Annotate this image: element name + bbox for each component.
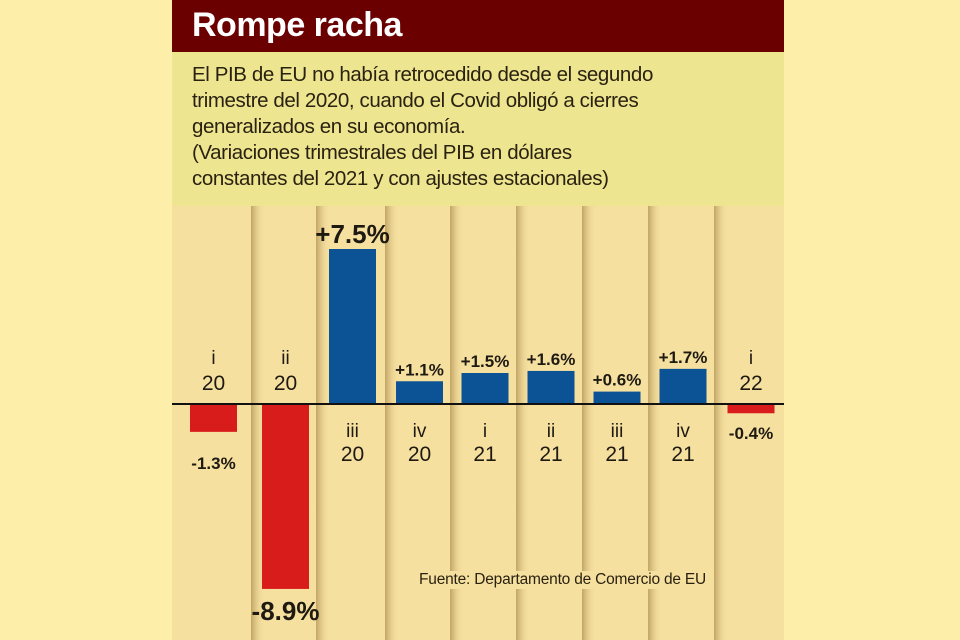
- chart-title: Rompe racha: [192, 6, 402, 44]
- bar-chart: -1.3%i20-8.9%ii20+7.5%iii20+1.1%iv20+1.5…: [172, 206, 784, 640]
- subtitle-box: El PIB de EU no había retrocedido desde …: [172, 52, 784, 206]
- bar-ii-21: [527, 370, 575, 404]
- year-label: 21: [539, 443, 562, 466]
- year-label: 21: [671, 443, 694, 466]
- chart-subtitle: El PIB de EU no había retrocedido desde …: [192, 62, 772, 192]
- column-divider: [316, 206, 330, 640]
- value-label: +1.1%: [395, 360, 444, 379]
- bar-iii-21: [593, 391, 641, 404]
- quarter-label: iv: [676, 421, 690, 442]
- value-label: +0.6%: [593, 371, 642, 390]
- column-divider: [648, 206, 662, 640]
- value-label: -0.4%: [729, 424, 773, 443]
- year-label: 20: [274, 372, 297, 395]
- year-label: 20: [341, 443, 364, 466]
- subtitle-line: El PIB de EU no había retrocedido desde …: [192, 63, 653, 86]
- column-divider: [582, 206, 596, 640]
- value-label: +1.6%: [527, 350, 576, 369]
- quarter-label: i: [749, 348, 753, 369]
- subtitle-line: constantes del 2021 y con ajustes estaci…: [192, 167, 609, 190]
- quarter-label: ii: [547, 421, 555, 442]
- subtitle-line: generalizados en su economía.: [192, 115, 466, 138]
- value-label: +7.5%: [315, 219, 389, 249]
- bar-iv-21: [659, 368, 707, 404]
- value-label: -1.3%: [191, 454, 235, 473]
- year-label: 20: [202, 372, 225, 395]
- bar-ii-20: [262, 405, 309, 589]
- quarter-label: i: [483, 421, 487, 442]
- quarter-label: i: [211, 348, 215, 369]
- bar-i-21: [461, 373, 509, 404]
- bar-iii-20: [329, 249, 376, 404]
- column-divider: [450, 206, 464, 640]
- quarter-label: ii: [281, 348, 289, 369]
- quarter-label: iii: [611, 421, 624, 442]
- column-divider: [251, 206, 265, 640]
- year-label: 20: [408, 443, 431, 466]
- quarter-label: iii: [346, 421, 359, 442]
- source-note: Fuente: Departamento de Comercio de EU: [415, 571, 711, 589]
- subtitle-line: (Variaciones trimestrales del PIB en dól…: [192, 141, 572, 164]
- column-divider: [516, 206, 530, 640]
- value-label: -8.9%: [252, 596, 320, 626]
- year-label: 21: [605, 443, 628, 466]
- column-divider: [385, 206, 399, 640]
- subtitle-line: trimestre del 2020, cuando el Covid obli…: [192, 89, 639, 112]
- year-label: 22: [739, 372, 762, 395]
- year-label: 21: [473, 443, 496, 466]
- title-bar: Rompe racha: [172, 0, 784, 52]
- bar-iv-20: [396, 381, 443, 404]
- quarter-label: iv: [413, 421, 427, 442]
- column-divider: [714, 206, 728, 640]
- bar-i-22: [727, 405, 775, 414]
- bar-i-20: [190, 405, 237, 432]
- value-label: +1.5%: [461, 352, 510, 371]
- value-label: +1.7%: [659, 348, 708, 367]
- chart-panel: -1.3% i 20 -8.9% ii 20 +7.5% iii 20 +1.1% iv 20 +1.5…: [172, 0, 784, 640]
